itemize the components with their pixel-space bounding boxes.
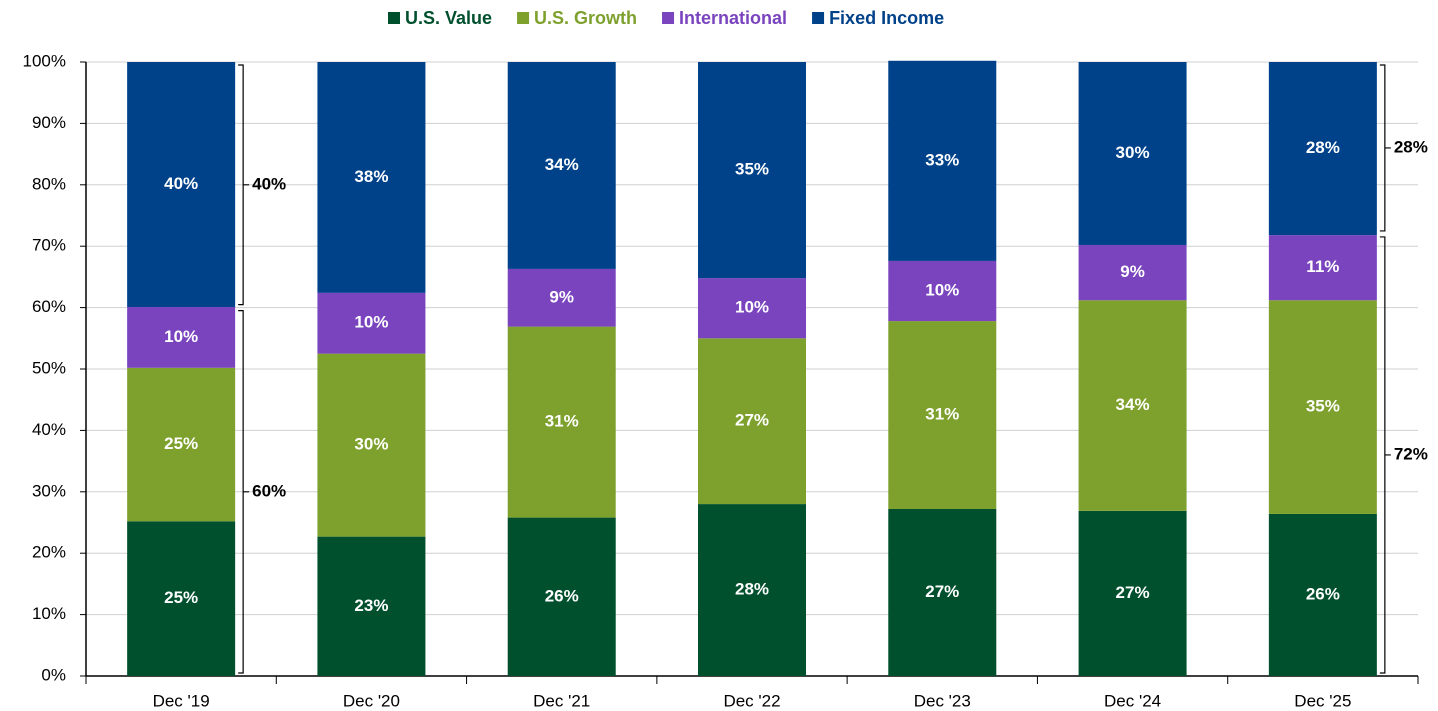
bar-segment [698,278,806,339]
bar-segment [1078,510,1187,676]
bar-segment [507,326,616,518]
segment-label: 30% [354,435,388,454]
segment-label: 27% [735,411,769,430]
segment-label: 26% [545,586,579,605]
bar-segment [1078,62,1187,245]
legend-swatch [517,12,530,24]
bar-segment [127,62,236,307]
segment-label: 9% [1120,262,1145,281]
bracket [1379,236,1391,674]
segment-label: 10% [164,327,198,346]
segment-label: 25% [164,588,198,607]
bar-segment [1268,235,1377,301]
bar-segment [1268,513,1377,676]
segment-label: 31% [545,412,579,431]
x-tick-label: Dec '24 [1104,691,1161,710]
segment-label: 35% [1306,397,1340,416]
legend-swatch [662,12,675,24]
bar-segment [888,260,997,322]
bar-segment [127,367,236,522]
y-tick-label: 100% [23,51,66,70]
legend-swatch [388,12,400,24]
segment-label: 10% [354,313,388,332]
legend-label: Fixed Income [829,8,944,28]
bracket-label: 40% [252,174,286,193]
bracket [238,64,250,306]
bar-segment [317,536,426,676]
segment-label: 10% [925,281,959,300]
y-tick-label: 20% [32,543,66,562]
bar-segment [507,268,616,327]
segment-label: 9% [549,287,574,306]
segment-label: 10% [735,298,769,317]
legend-swatch [812,12,825,24]
bracket-label: 60% [252,481,286,500]
y-tick-label: 80% [32,174,66,193]
y-tick-label: 60% [32,297,66,316]
segment-label: 40% [164,174,198,193]
bar-segment [888,508,997,676]
x-tick-label: Dec '20 [343,691,400,710]
x-tick-label: Dec '22 [723,691,780,710]
bar-segment [1078,244,1187,301]
y-tick-label: 40% [32,420,66,439]
segment-label: 27% [1116,583,1150,602]
legend-label: International [679,8,787,28]
segment-label: 34% [1116,395,1150,414]
x-tick-label: Dec '21 [533,691,590,710]
legend-label: U.S. Value [405,8,492,28]
legend-label: U.S. Growth [534,8,637,28]
bar-segment [317,62,426,293]
segment-label: 28% [1306,138,1340,157]
x-tick-label: Dec '19 [153,691,210,710]
bar-segment [127,521,236,676]
bar-segment [698,504,806,676]
y-tick-label: 0% [41,665,66,684]
bar-segment [317,292,426,354]
x-tick-label: Dec '25 [1294,691,1351,710]
segment-label: 26% [1306,584,1340,603]
y-tick-label: 50% [32,358,66,377]
y-tick-label: 10% [32,604,66,623]
segment-label: 35% [735,160,769,179]
y-tick-label: 90% [32,113,66,132]
segment-label: 34% [545,155,579,174]
y-tick-label: 70% [32,236,66,255]
bracket-label: 28% [1394,137,1428,156]
bar-segment [698,62,806,279]
segment-label: 28% [735,580,769,599]
bar-segment [507,62,616,269]
bar-segment [888,321,997,509]
bar-segment [1078,300,1187,511]
segment-label: 33% [925,150,959,169]
bracket-label: 72% [1394,444,1428,463]
segment-label: 38% [354,167,388,186]
bar-segment [888,60,997,261]
segment-label: 30% [1116,143,1150,162]
bar-segment [317,353,426,537]
x-tick-label: Dec '23 [914,691,971,710]
bar-segment [1268,300,1377,514]
y-tick-label: 30% [32,481,66,500]
bar-segment [1268,62,1377,236]
segment-label: 27% [925,582,959,601]
bar-segment [127,306,236,368]
segment-label: 23% [354,596,388,615]
segment-label: 31% [925,405,959,424]
segment-label: 11% [1306,257,1339,276]
bracket [1379,64,1391,232]
bar-segment [507,517,616,676]
segment-label: 25% [164,434,198,453]
bracket [238,310,250,674]
bar-segment [698,338,806,505]
